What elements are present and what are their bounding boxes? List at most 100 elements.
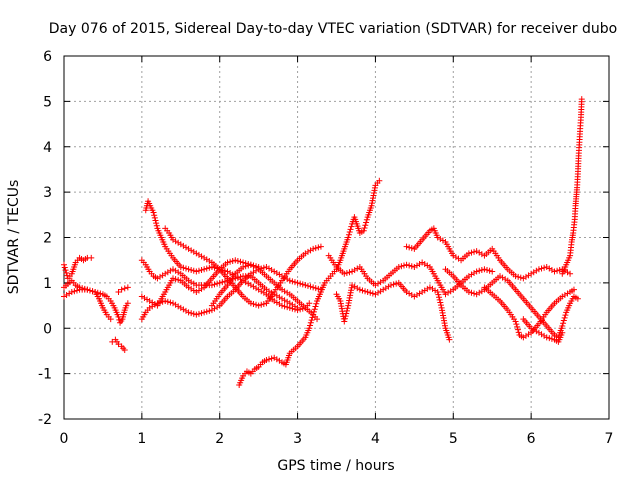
data-point-marker: [471, 248, 478, 255]
data-point-marker: [541, 264, 548, 271]
data-point-marker: [376, 177, 383, 184]
y-axis-label: SDTVAR / TECUs: [6, 180, 22, 295]
data-point-marker: [343, 270, 350, 277]
data-point-marker: [398, 263, 405, 270]
data-point-marker: [317, 243, 324, 250]
data-point-marker: [343, 310, 350, 317]
data-point-marker: [258, 301, 265, 308]
data-point-marker: [153, 222, 160, 229]
data-point-marker: [281, 303, 288, 310]
data-point-marker: [311, 306, 318, 313]
data-point-marker: [363, 219, 370, 226]
data-point-marker: [97, 290, 104, 297]
data-point-marker: [538, 265, 545, 272]
data-point-marker: [406, 262, 413, 269]
data-point-marker: [570, 286, 577, 293]
data-point-marker: [548, 335, 555, 342]
data-point-marker: [121, 285, 128, 292]
data-point-marker: [369, 290, 376, 297]
data-point-marker: [403, 261, 410, 268]
data-point-marker: [268, 355, 275, 362]
data-point-marker: [294, 307, 301, 314]
data-point-marker: [107, 316, 114, 323]
data-point-marker: [203, 265, 210, 272]
data-point-marker: [364, 288, 371, 295]
data-point-marker: [216, 279, 223, 286]
data-point-marker: [182, 265, 189, 272]
x-tick-label: 7: [605, 431, 614, 447]
data-point-marker: [578, 96, 585, 103]
data-point-marker: [343, 307, 350, 314]
data-point-marker: [515, 329, 522, 336]
data-point-marker: [363, 216, 370, 223]
data-point-marker: [245, 262, 252, 269]
data-point-marker: [255, 302, 262, 309]
data-point-marker: [84, 286, 91, 293]
data-point-marker: [556, 267, 563, 274]
data-point-marker: [185, 266, 192, 273]
data-point-marker: [297, 280, 304, 287]
y-tick-label: -1: [38, 367, 52, 383]
data-point-marker: [312, 303, 319, 310]
series-arc-10: [162, 225, 324, 309]
data-point-marker: [437, 302, 444, 309]
data-point-marker: [260, 264, 267, 271]
data-point-marker: [307, 322, 314, 329]
data-point-marker: [73, 287, 80, 294]
series-arc-4: [109, 336, 128, 354]
data-point-marker: [294, 279, 301, 286]
data-point-marker: [289, 305, 296, 312]
data-point-marker: [279, 302, 285, 309]
data-point-marker: [546, 335, 553, 342]
data-point-marker: [86, 287, 93, 294]
data-point-marker: [306, 325, 313, 332]
data-point-marker: [574, 295, 581, 302]
data-point-marker: [465, 250, 472, 257]
y-tick-label: 4: [43, 140, 52, 156]
data-point-marker: [291, 306, 298, 313]
data-point-marker: [347, 226, 354, 233]
data-point-marker: [561, 314, 568, 321]
data-point-marker: [484, 267, 491, 274]
data-point-marker: [446, 336, 453, 343]
data-point-marker: [242, 263, 249, 270]
series-arc-14: [333, 279, 453, 343]
series-arc-18: [520, 316, 566, 345]
data-point-marker: [341, 315, 348, 322]
data-point-marker: [63, 269, 70, 276]
data-point-marker: [408, 245, 415, 252]
series-arc-2: [61, 286, 131, 326]
data-point-marker: [559, 322, 566, 329]
data-point-marker: [224, 259, 231, 266]
data-point-marker: [266, 356, 273, 363]
data-point-marker: [201, 266, 208, 273]
data-point-marker: [286, 304, 293, 311]
x-tick-label: 6: [527, 431, 536, 447]
data-point-marker: [229, 257, 236, 264]
series-arc-8: [138, 263, 324, 323]
data-point-marker: [512, 318, 519, 325]
y-tick-label: -2: [38, 412, 52, 428]
data-point-marker: [476, 267, 483, 274]
data-point-marker: [342, 313, 349, 320]
data-point-marker: [562, 312, 569, 319]
data-point-marker: [190, 267, 197, 274]
data-point-marker: [465, 288, 472, 295]
data-point-marker: [151, 212, 158, 219]
data-point-marker: [513, 321, 520, 328]
y-tick-label: 3: [43, 185, 52, 201]
data-point-marker: [560, 317, 567, 324]
data-point-marker: [310, 245, 317, 252]
data-point-marker: [344, 305, 351, 312]
data-point-marker: [406, 244, 413, 251]
data-point-marker: [206, 307, 213, 314]
data-point-marker: [310, 284, 317, 291]
series-arc-16: [442, 266, 581, 341]
data-point-marker: [124, 300, 131, 307]
data-point-marker: [434, 288, 441, 295]
data-point-marker: [76, 284, 83, 291]
data-point-marker: [481, 266, 488, 273]
data-point-marker: [206, 264, 213, 271]
data-point-marker: [468, 289, 475, 296]
